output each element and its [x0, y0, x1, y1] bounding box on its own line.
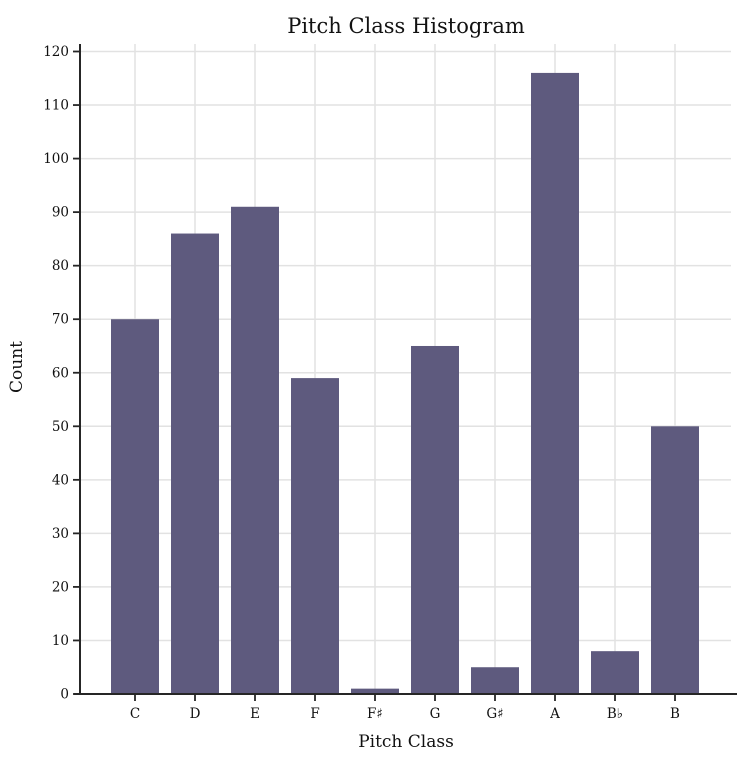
axis-layer	[73, 44, 737, 701]
bars-layer	[111, 72, 699, 695]
x-tick-label: B♭	[607, 706, 623, 722]
bar-C	[111, 319, 159, 694]
bar-D	[171, 233, 219, 694]
y-tick-label: 60	[52, 365, 69, 381]
x-tick-label: C	[130, 706, 140, 722]
x-tick-label: F	[310, 706, 319, 722]
y-tick-label: 10	[52, 633, 69, 649]
x-tick-label: G	[430, 706, 441, 722]
bar-G	[411, 345, 459, 694]
y-axis-label: Count	[7, 341, 27, 393]
x-tick-label: G♯	[486, 706, 503, 722]
y-tick-label: 30	[52, 526, 69, 542]
y-tick-label: 20	[52, 579, 69, 595]
bar-F	[291, 378, 339, 694]
x-tick-label: D	[190, 706, 201, 722]
bar-B	[651, 426, 699, 694]
bar-B♭	[591, 651, 639, 694]
y-tick-label: 70	[52, 312, 69, 328]
x-tick-label: E	[250, 706, 260, 722]
x-tick-label: B	[670, 706, 680, 722]
x-tick-label: A	[549, 706, 560, 722]
bar-F♯	[351, 688, 399, 694]
y-tick-label: 0	[60, 687, 69, 703]
y-tick-label: 120	[43, 44, 69, 60]
chart-title: Pitch Class Histogram	[287, 14, 525, 38]
y-tick-label: 90	[52, 205, 69, 221]
y-tick-label: 80	[52, 258, 69, 274]
x-tick-label: F♯	[367, 706, 383, 722]
bar-A	[531, 72, 579, 694]
y-tick-label: 110	[43, 98, 69, 114]
x-axis-label: Pitch Class	[358, 732, 454, 752]
y-tick-label: 50	[52, 419, 69, 435]
y-tick-label: 100	[43, 151, 69, 167]
tick-label-layer: 0 10 20 30 40 50 60 70 80 90 100 110 120 C D E F F♯ G G♯ A B♭…	[43, 44, 680, 722]
bar-E	[231, 206, 279, 695]
y-tick-label: 40	[52, 472, 69, 488]
bar-G♯	[471, 667, 519, 694]
